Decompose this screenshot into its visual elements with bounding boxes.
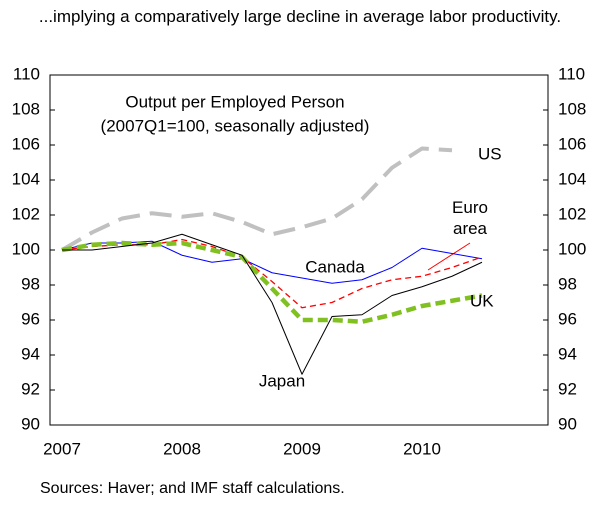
x-tick-label: 2010 <box>403 439 441 458</box>
y2-tick-label: 110 <box>558 64 585 83</box>
y2-tick-label: 92 <box>558 379 577 398</box>
annotation: Output per Employed Person <box>125 92 344 111</box>
series-label: US <box>478 144 502 163</box>
y2-tick-label: 102 <box>558 204 586 223</box>
y2-tick-label: 98 <box>558 274 577 293</box>
chart-title: ...implying a comparatively large declin… <box>38 7 562 26</box>
y-tick-label: 96 <box>21 309 40 328</box>
y-tick-label: 94 <box>21 344 40 363</box>
series-line <box>61 240 483 324</box>
y2-tick-label: 100 <box>558 239 586 258</box>
y-tick-label: 102 <box>12 204 40 223</box>
series-label: Japan <box>259 371 305 390</box>
series-line <box>60 146 453 252</box>
annotation: (2007Q1=100, seasonally adjusted) <box>101 116 370 135</box>
y-tick-label: 98 <box>21 274 40 293</box>
x-tick-label: 2009 <box>283 439 321 458</box>
y-tick-label: 92 <box>21 379 40 398</box>
series-label: Euro area <box>452 198 488 238</box>
y2-tick-label: 104 <box>558 169 586 188</box>
x-tick-label: 2008 <box>163 439 201 458</box>
y2-tick-label: 90 <box>558 414 577 433</box>
y2-tick-label: 108 <box>558 99 586 118</box>
series-label: UK <box>470 291 494 310</box>
series-label: Canada <box>305 257 365 276</box>
label-connector <box>427 242 471 271</box>
y-tick-label: 104 <box>12 169 40 188</box>
series-line <box>62 233 483 375</box>
y-tick-label: 108 <box>12 99 40 118</box>
source: Sources: Haver; and IMF staff calculatio… <box>40 480 345 497</box>
chart: Output per Employed Person (2007Q1=100, … <box>12 64 587 458</box>
y-tick-label: 106 <box>12 134 40 153</box>
y2-tick-label: 106 <box>558 134 586 153</box>
y-tick-label: 110 <box>13 64 40 83</box>
y2-tick-label: 96 <box>558 309 577 328</box>
y-tick-label: 100 <box>12 239 40 258</box>
x-tick-label: 2007 <box>43 439 81 458</box>
series-line <box>61 240 483 284</box>
y-tick-label: 90 <box>21 414 40 433</box>
y2-tick-label: 94 <box>558 344 577 363</box>
series-line <box>61 238 483 309</box>
